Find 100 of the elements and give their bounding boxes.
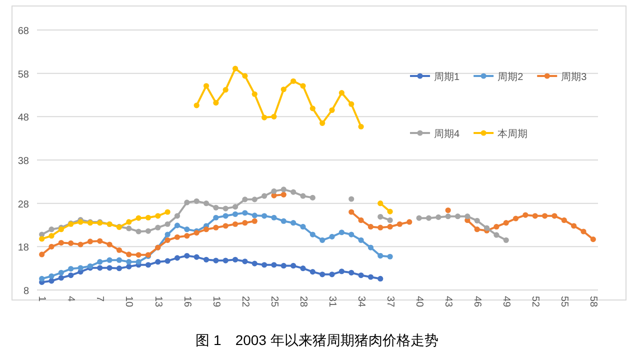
point [213, 214, 219, 220]
y-tick-label: 18 [18, 242, 30, 254]
x-tick-label: 4 [65, 296, 76, 302]
point [300, 224, 306, 230]
point [580, 228, 586, 234]
point [474, 226, 480, 232]
caption: 图 1 2003 年以来猪周期猪肉价格走势 [196, 332, 438, 348]
point [97, 238, 103, 244]
point [184, 233, 190, 239]
point [503, 220, 509, 226]
point [252, 260, 258, 266]
legend-label: 周期3 [561, 71, 588, 83]
point [329, 107, 335, 113]
point [329, 272, 335, 278]
point [378, 214, 384, 220]
point [232, 66, 238, 72]
point [358, 237, 364, 243]
point [213, 100, 219, 106]
point [136, 252, 142, 258]
point [48, 273, 54, 279]
point [174, 213, 180, 219]
point [68, 240, 74, 246]
point [300, 266, 306, 272]
point [387, 254, 393, 260]
point [329, 234, 335, 240]
point [348, 101, 354, 107]
point [426, 215, 432, 221]
point [155, 224, 161, 230]
x-tick-label: 49 [500, 296, 512, 308]
point [378, 224, 384, 230]
point [184, 252, 190, 259]
point [242, 258, 248, 264]
point [406, 219, 412, 225]
point [494, 224, 500, 230]
point [271, 188, 277, 194]
point [348, 232, 354, 238]
point [222, 258, 228, 264]
point [68, 266, 74, 272]
point [320, 272, 326, 278]
point [262, 193, 268, 199]
point [542, 213, 548, 219]
point [262, 213, 268, 219]
point [532, 213, 538, 219]
point [145, 214, 152, 220]
x-tick-label: 40 [413, 296, 424, 308]
point [358, 217, 364, 224]
point [252, 218, 258, 224]
legend-label: 周期1 [434, 71, 460, 83]
point [116, 247, 122, 253]
point [203, 256, 210, 262]
point [78, 265, 84, 271]
legend-label: 周期4 [434, 128, 460, 140]
point [368, 244, 374, 250]
point [387, 217, 393, 224]
point [348, 209, 354, 215]
y-tick-label: 58 [18, 69, 30, 80]
point [232, 221, 238, 227]
point [213, 224, 219, 230]
x-tick-label: 43 [442, 296, 454, 308]
point [203, 83, 210, 89]
point [310, 106, 316, 112]
point [242, 220, 248, 226]
point [338, 90, 344, 96]
point [97, 259, 103, 265]
point [222, 206, 228, 212]
point [164, 209, 170, 215]
point [242, 196, 248, 202]
point [271, 114, 277, 120]
point [262, 114, 268, 120]
point [280, 218, 286, 224]
x-tick-label: 55 [558, 296, 570, 308]
x-tick-label: 34 [355, 296, 366, 308]
point [290, 189, 296, 195]
point [194, 254, 200, 260]
point [310, 194, 316, 200]
point [106, 257, 112, 263]
point [280, 86, 286, 92]
x-tick-label: 10 [123, 296, 134, 308]
point [164, 232, 170, 238]
point [290, 220, 296, 226]
point [232, 211, 238, 217]
point [416, 215, 422, 221]
point [561, 217, 567, 224]
point [280, 262, 286, 269]
point [126, 259, 132, 265]
y-tick-label: 38 [18, 156, 30, 167]
point [58, 275, 64, 281]
point [300, 193, 306, 199]
point [145, 228, 152, 234]
point [552, 213, 558, 219]
x-tick-label: 37 [384, 296, 396, 308]
point [126, 264, 132, 270]
x-tick-label: 16 [181, 296, 192, 308]
point [164, 258, 170, 264]
point [126, 252, 132, 258]
point [280, 186, 286, 192]
point [116, 266, 122, 272]
x-tick-label: 7 [94, 296, 106, 302]
point [262, 262, 268, 268]
point [155, 259, 161, 265]
